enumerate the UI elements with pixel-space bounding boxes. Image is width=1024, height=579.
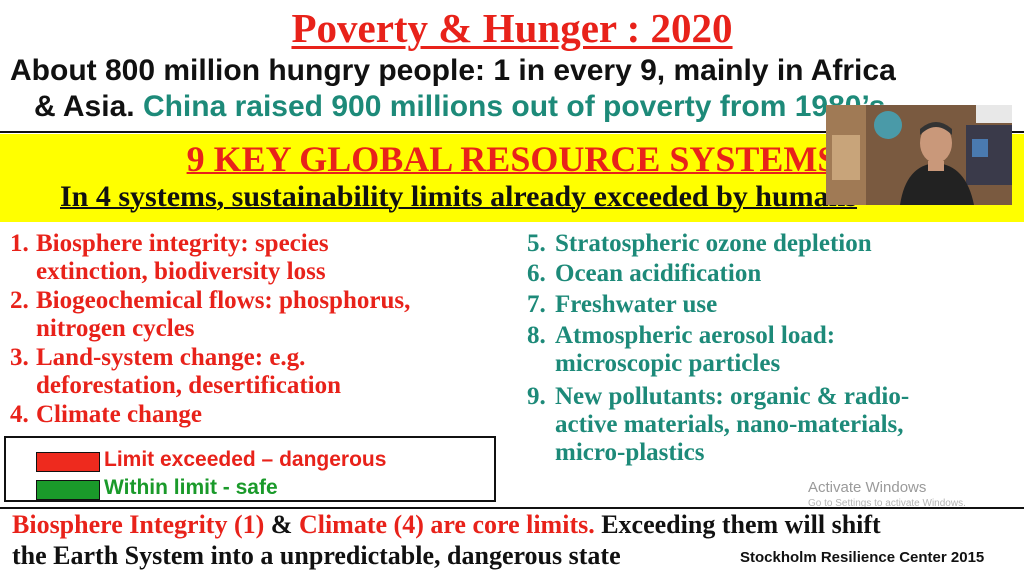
source-credit: Stockholm Resilience Center 2015 bbox=[740, 549, 985, 566]
footer-climate: Climate (4) are core limits. bbox=[298, 510, 595, 539]
list-item-safe-6: 6. Ocean acidification bbox=[527, 260, 761, 288]
item-text: Ocean acidification bbox=[555, 260, 762, 287]
item-text: microscopic particles bbox=[555, 350, 781, 377]
legend-label-exceeded: Limit exceeded – dangerous bbox=[104, 448, 387, 471]
item-number: 9. bbox=[527, 383, 546, 410]
item-number: 7. bbox=[527, 291, 546, 318]
item-text: nitrogen cycles bbox=[36, 315, 195, 342]
top-divider bbox=[0, 131, 1024, 133]
footer-consequence: the Earth System into a unpredictable, d… bbox=[12, 541, 621, 570]
core-limits-statement: Biosphere Integrity (1) & Climate (4) ar… bbox=[12, 510, 881, 540]
item-text: Stratospheric ozone depletion bbox=[555, 230, 872, 257]
slide-title: Poverty & Hunger : 2020 bbox=[291, 5, 733, 51]
item-text: Biosphere integrity: species bbox=[36, 230, 329, 257]
item-number: 6. bbox=[527, 260, 546, 287]
item-number: 4. bbox=[10, 401, 29, 428]
legend-swatch-safe bbox=[36, 480, 100, 500]
list-item-safe-9: 9. New pollutants: organic & radio- activ… bbox=[527, 383, 909, 467]
item-number: 3. bbox=[10, 344, 29, 371]
item-text: Biogeochemical flows: phosphorus, bbox=[36, 287, 411, 314]
systems-subheading: In 4 systems, sustainability limits alre… bbox=[60, 180, 858, 213]
list-item-exceeded-2: 2. Biogeochemical flows: phosphorus, nitr… bbox=[10, 287, 410, 343]
footer-amp: & bbox=[264, 510, 299, 539]
webcam-video-overlay bbox=[826, 105, 1012, 205]
item-number: 2. bbox=[10, 287, 29, 314]
presenter-video-image bbox=[826, 105, 1012, 205]
item-text: Freshwater use bbox=[555, 291, 718, 318]
china-poverty-statement: China raised 900 millions out of poverty… bbox=[142, 90, 886, 123]
item-number: 8. bbox=[527, 322, 546, 349]
legend-box: Limit exceeded – dangerous Within limit … bbox=[4, 436, 496, 502]
list-item-safe-7: 7. Freshwater use bbox=[527, 291, 717, 319]
item-text: active materials, nano-materials, bbox=[555, 411, 904, 438]
poverty-statement-part-a: & Asia. bbox=[34, 90, 135, 123]
list-item-exceeded-4: 4. Climate change bbox=[10, 401, 202, 429]
poverty-statement: & Asia. China raised 900 millions out of… bbox=[34, 90, 885, 124]
footer-exceeding: Exceeding them will shift bbox=[594, 510, 881, 539]
item-text: New pollutants: organic & radio- bbox=[555, 383, 910, 410]
bottom-divider bbox=[0, 507, 1024, 509]
list-item-safe-5: 5. Stratospheric ozone depletion bbox=[527, 230, 872, 258]
legend-label-safe: Within limit - safe bbox=[104, 476, 278, 499]
item-text: Atmospheric aerosol load: bbox=[555, 322, 836, 349]
item-text: extinction, biodiversity loss bbox=[36, 258, 326, 285]
systems-heading: 9 KEY GLOBAL RESOURCE SYSTEMS bbox=[186, 139, 838, 179]
activate-windows-hint: Go to Settings to activate Windows. bbox=[808, 498, 966, 509]
item-number: 1. bbox=[10, 230, 29, 257]
item-number: 5. bbox=[527, 230, 546, 257]
legend-swatch-exceeded bbox=[36, 452, 100, 472]
footer-biosphere: Biosphere Integrity (1) bbox=[12, 510, 265, 539]
list-item-exceeded-3: 3. Land-system change: e.g. deforestation… bbox=[10, 344, 341, 400]
list-item-exceeded-1: 1. Biosphere integrity: species extinctio… bbox=[10, 230, 329, 286]
list-item-safe-8: 8. Atmospheric aerosol load: microscopic … bbox=[527, 322, 835, 378]
item-text: Climate change bbox=[36, 401, 202, 428]
hunger-statement: About 800 million hungry people: 1 in ev… bbox=[10, 54, 896, 87]
item-text: micro-plastics bbox=[555, 439, 705, 466]
activate-windows-watermark: Activate Windows bbox=[808, 479, 927, 496]
item-text: Land-system change: e.g. bbox=[36, 344, 306, 371]
item-text: deforestation, desertification bbox=[36, 372, 342, 399]
